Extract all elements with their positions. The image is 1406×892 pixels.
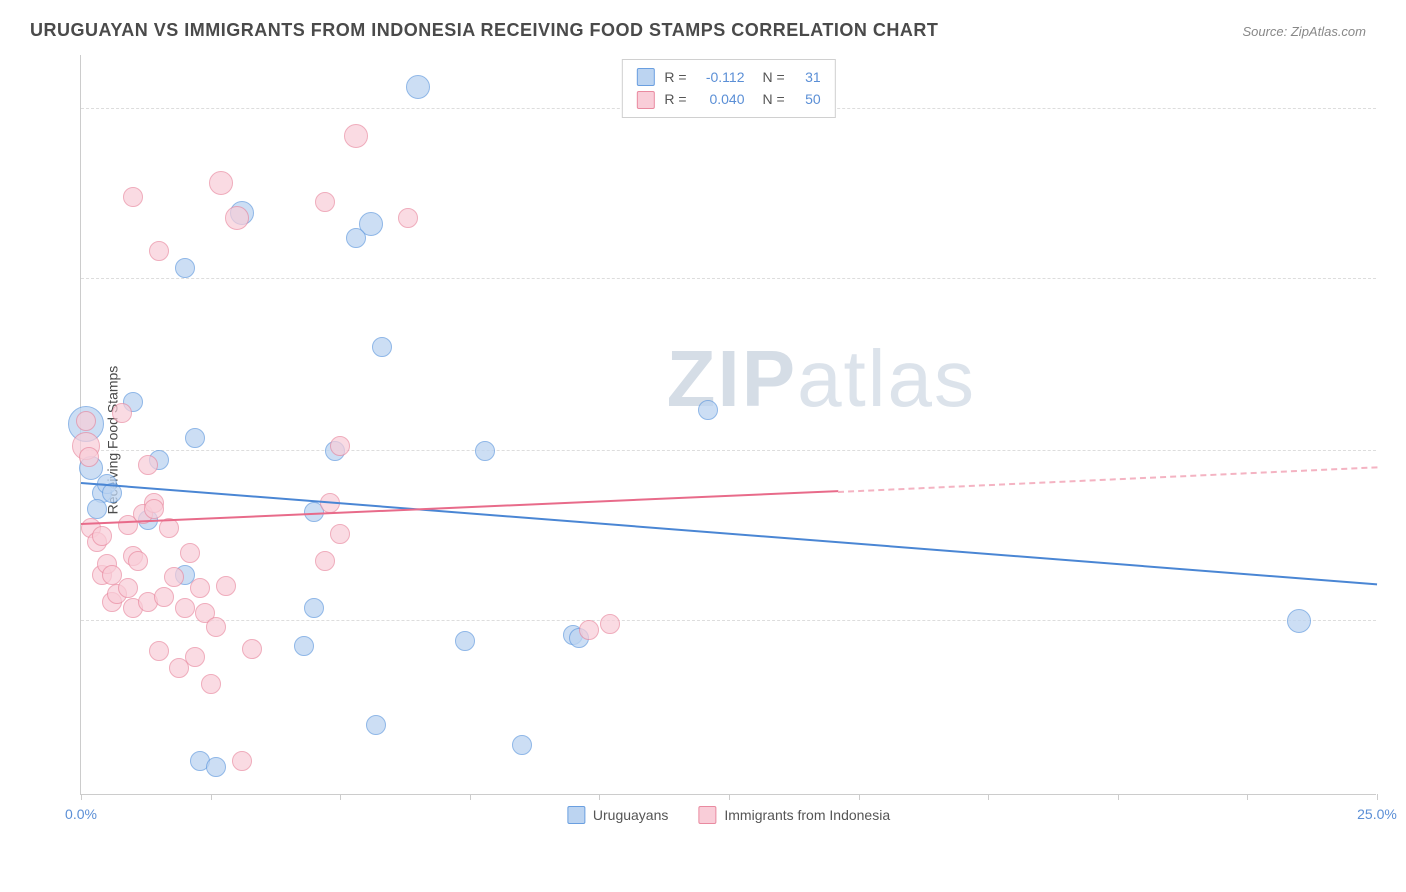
n-value: 31 [795,66,821,88]
legend-label: Immigrants from Indonesia [724,807,890,823]
data-point [346,228,366,248]
data-point [330,436,350,456]
data-point [372,337,392,357]
data-point [315,192,335,212]
legend-label: Uruguayans [593,807,669,823]
data-point [149,641,169,661]
x-tick-mark [1247,794,1248,800]
data-point [1287,609,1311,633]
data-point [144,499,164,519]
data-point [216,576,236,596]
y-tick-label: 25.0% [1386,85,1406,101]
data-point [123,187,143,207]
data-point [185,428,205,448]
stats-legend-row: R = 0.040 N = 50 [636,88,820,110]
series-legend: Uruguayans Immigrants from Indonesia [567,806,890,824]
r-value: 0.040 [697,88,745,110]
data-point [128,551,148,571]
data-point [118,578,138,598]
data-point [366,715,386,735]
legend-swatch [567,806,585,824]
y-tick-label: 12.5% [1386,427,1406,443]
data-point [304,598,324,618]
data-point [225,206,249,230]
data-point [406,75,430,99]
x-tick-mark [599,794,600,800]
source-name: ZipAtlas.com [1291,24,1366,39]
chart-title: URUGUAYAN VS IMMIGRANTS FROM INDONESIA R… [30,20,1376,41]
x-tick-mark [859,794,860,800]
data-point [164,567,184,587]
data-point [206,757,226,777]
gridline [81,620,1376,621]
data-point [175,258,195,278]
chart-container: URUGUAYAN VS IMMIGRANTS FROM INDONESIA R… [0,0,1406,892]
legend-swatch [698,806,716,824]
data-point [185,647,205,667]
r-label: R = [664,88,686,110]
x-tick-mark [729,794,730,800]
x-tick-label: 25.0% [1357,806,1397,822]
data-point [398,208,418,228]
n-label: N = [763,88,785,110]
data-point [475,441,495,461]
x-tick-mark [211,794,212,800]
gridline [81,450,1376,451]
chart-area: Receiving Food Stamps ZIPatlas R =-0.112… [30,45,1376,835]
n-label: N = [763,66,785,88]
data-point [698,400,718,420]
data-point [344,124,368,148]
stats-legend: R = -0.112 N = 31 R = 0.040 N = 50 [621,59,835,118]
data-point [294,636,314,656]
series-legend-item: Uruguayans [567,806,669,824]
r-label: R = [664,66,686,88]
data-point [579,620,599,640]
watermark-rest: atlas [797,334,976,423]
n-value: 50 [795,88,821,110]
data-point [180,543,200,563]
data-point [232,751,252,771]
legend-swatch [636,68,654,86]
data-point [600,614,620,634]
x-tick-mark [988,794,989,800]
data-point [206,617,226,637]
data-point [87,499,107,519]
source-prefix: Source: [1242,24,1290,39]
x-tick-label: 0.0% [65,806,97,822]
trend-line [81,491,838,526]
source-label: Source: ZipAtlas.com [1242,24,1366,39]
data-point [242,639,262,659]
plot-region: ZIPatlas R =-0.112N =31R =0.040N =50 Uru… [80,55,1376,795]
data-point [330,524,350,544]
data-point [149,241,169,261]
x-tick-mark [470,794,471,800]
trend-line [81,482,1377,585]
data-point [315,551,335,571]
data-point [154,587,174,607]
x-tick-mark [81,794,82,800]
y-tick-label: 18.8% [1386,255,1406,271]
gridline [81,278,1376,279]
data-point [455,631,475,651]
x-tick-mark [340,794,341,800]
data-point [175,598,195,618]
data-point [201,674,221,694]
series-legend-item: Immigrants from Indonesia [698,806,890,824]
data-point [92,526,112,546]
data-point [138,455,158,475]
data-point [112,403,132,423]
data-point [190,578,210,598]
r-value: -0.112 [697,66,745,88]
data-point [512,735,532,755]
data-point [209,171,233,195]
data-point [79,447,99,467]
x-tick-mark [1377,794,1378,800]
y-tick-label: 6.3% [1386,597,1406,613]
trend-line [838,466,1377,493]
watermark-bold: ZIP [667,334,797,423]
legend-swatch [636,91,654,109]
data-point [76,411,96,431]
stats-legend-row: R = -0.112 N = 31 [636,66,820,88]
x-tick-mark [1118,794,1119,800]
